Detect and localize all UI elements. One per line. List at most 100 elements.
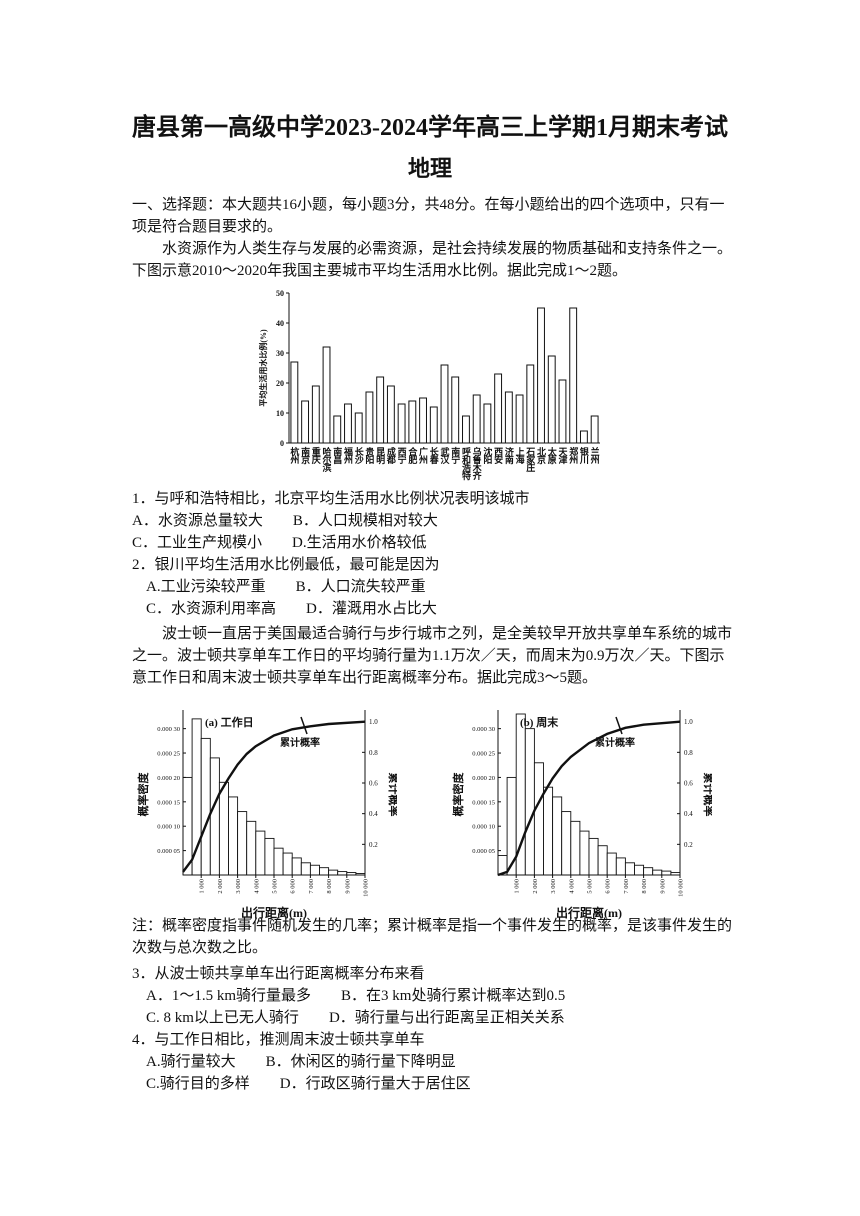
option: C. 8 km以上已无人骑行 [146, 1010, 299, 1026]
x-tick-label: 南宁 [450, 446, 460, 465]
y-tick-label: 0.000 20 [157, 775, 180, 782]
option: C.骑行目的多样 [146, 1076, 250, 1092]
option: D．行政区骑行量大于居住区 [279, 1076, 471, 1092]
y-tick-label: 10 [276, 409, 284, 418]
y-tick-label: 0.000 20 [472, 775, 495, 782]
option-line: C．工业生产规模小 D.生活用水价格较低 [132, 532, 732, 554]
x-tick-label: 呼和浩特 [461, 446, 472, 481]
histogram-bar [337, 871, 348, 876]
cumulative-line [497, 720, 681, 877]
histogram-bar [246, 820, 257, 876]
histogram-bar [319, 867, 330, 876]
histogram-bar [615, 857, 626, 876]
x-tick-label: 天津 [557, 447, 568, 465]
histogram-chart: 0.000 05 0.000 10 0.000 15 0.000 20 0.000 25… [136, 710, 397, 920]
x-tick-label: 上海 [515, 446, 525, 465]
x-tick-label: 3 000 [235, 879, 242, 894]
x-tick-label: 成都 [386, 446, 397, 465]
annotation: 累计概率 [595, 736, 635, 749]
x-tick-label: 3 000 [550, 879, 557, 894]
histogram-bar [624, 862, 635, 876]
x-tick-label: 济南 [503, 446, 514, 465]
x-tick-label: 4 000 [568, 879, 575, 894]
x-tick-label: 1 000 [514, 879, 521, 894]
option: C．工业生产规模小 [132, 535, 263, 551]
bar [408, 400, 417, 444]
y-tick-label: 0 [280, 439, 284, 448]
y2-tick-label: 0.6 [369, 780, 378, 788]
x-tick-label: 5 000 [587, 879, 594, 894]
option: B．休闲区的骑行量下降明显 [265, 1054, 456, 1070]
x-tick-label: 西安 [493, 447, 503, 465]
x-tick-label: 贵阳 [364, 446, 374, 465]
bar-chart: 0 10 20 30 40 50 平均生活用水比例(%) 杭州 南京 重庆 哈尔滨 南昌 福州 长沙 贵阳昆… [258, 289, 601, 481]
histogram-bar [291, 857, 302, 876]
histogram-bar [543, 786, 554, 876]
x-tick-label: 7 000 [623, 879, 630, 894]
question-stem: 1．与呼和浩特相比，北京平均生活用水比例状况表明该城市 [132, 491, 530, 507]
x-tick-label: 长沙 [353, 446, 364, 465]
bar [504, 391, 513, 444]
passage: 波士顿一直居于美国最适合骑行与步行城市之列，是全美较早开放共享单车系统的城市之一… [132, 626, 733, 686]
x-axis-label: 出行距离(m) [241, 905, 307, 920]
option-line: A.骑行量较大 B．休闲区的骑行量下降明显 [132, 1051, 732, 1073]
y-tick-label: 0.000 30 [472, 726, 495, 733]
x-tick-label: 北京 [536, 446, 546, 465]
histogram-bar [218, 781, 229, 876]
x-tick-label: 重庆 [311, 446, 322, 465]
x-tick-label: 兰州 [590, 446, 601, 465]
y2-tick-label: 0.2 [369, 841, 378, 849]
x-tick-label: 10 000 [363, 879, 370, 897]
x-tick-label: 郑州 [568, 446, 579, 465]
option: A．水资源总量较大 [132, 513, 263, 529]
y2-tick-label: 0.6 [684, 780, 693, 788]
option-line: A.工业污染较严重 B．人口流失较严重 [132, 576, 732, 598]
bar [429, 406, 438, 444]
y2-tick-label: 0.4 [369, 810, 378, 818]
y-tick-label: 0.000 30 [157, 726, 180, 733]
option-line: C．水资源利用率高 D．灌溉用水占比大 [132, 598, 732, 620]
x-tick-label: 西宁 [397, 447, 407, 465]
bar [376, 376, 385, 444]
bar [301, 400, 310, 444]
bar [451, 376, 460, 444]
y2-tick-label: 1.0 [684, 718, 693, 726]
option: B．在3 km处骑行累计概率达到0.5 [341, 988, 566, 1004]
histogram-bar [209, 757, 220, 876]
x-axis-label: 出行距离(m) [556, 905, 622, 920]
x-tick-label: 福州 [343, 446, 354, 465]
subtitle: 地理 [407, 156, 452, 181]
x-tick-label: 7 000 [308, 879, 315, 894]
bar [440, 364, 449, 444]
y-tick-label: 0.000 05 [472, 848, 495, 855]
y-tick-label: 0.000 15 [157, 799, 180, 806]
histogram-bar [309, 864, 320, 876]
x-tick-label: 南昌 [332, 446, 342, 465]
y-tick-label: 0.000 25 [157, 751, 180, 758]
bar [290, 361, 299, 444]
y-axis-label: 概率密度 [136, 772, 150, 817]
x-tick-label: 9 000 [659, 879, 666, 894]
cumulative-line [182, 720, 366, 873]
bar [333, 415, 342, 444]
option-line: C.骑行目的多样 D．行政区骑行量大于居住区 [132, 1073, 732, 1095]
y-tick-label: 0.000 15 [472, 799, 495, 806]
title: 唐县第一高级中学2023-2024学年高三上学期1月期末考试 [132, 115, 728, 141]
y-tick-label: 20 [276, 379, 284, 388]
y2-tick-label: 0.8 [684, 749, 693, 757]
x-tick-label: 太原 [546, 446, 557, 465]
option: A.骑行量较大 [146, 1054, 236, 1070]
question-stem: 4．与工作日相比，推测周末波士顿共享单车 [132, 1032, 425, 1048]
note: 注：概率密度指事件随机发生的几率；累计概率是指一个事件发生的概率，是该事件发生的… [132, 918, 733, 956]
option-line: A．1～1.5 km骑行量最多 B．在3 km处骑行累计概率达到0.5 [132, 985, 732, 1007]
x-tick-label: 2 000 [217, 879, 224, 894]
x-tick-label: 8 000 [641, 879, 648, 894]
y2-tick-label: 0.8 [369, 749, 378, 757]
y2-axis-label: 累计概率 [387, 773, 397, 817]
y-tick-label: 40 [276, 319, 284, 328]
y-tick-label: 0.000 05 [157, 848, 180, 855]
histogram-bar [200, 737, 211, 876]
x-tick-label: 昆明 [375, 447, 385, 465]
x-tick-label: 哈尔滨 [322, 446, 333, 473]
